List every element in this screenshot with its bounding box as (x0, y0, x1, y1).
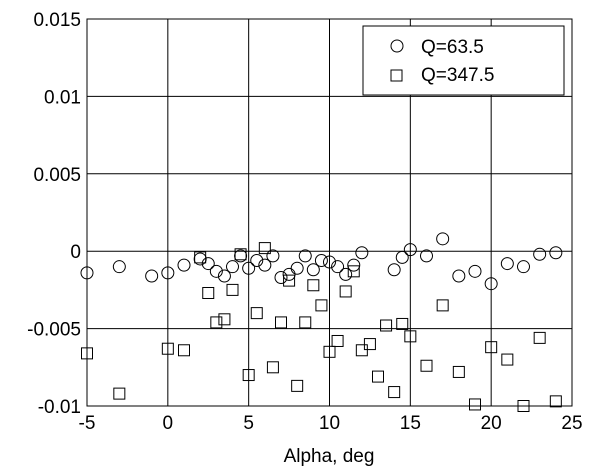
y-tick-label: -0.01 (38, 397, 81, 418)
y-tick-label: 0 (70, 242, 81, 263)
data-point-square (363, 338, 376, 351)
data-point-square (113, 387, 126, 400)
plot-frame (86, 18, 573, 407)
data-point-square (202, 286, 215, 299)
data-point-circle (436, 232, 450, 246)
y-tick-label: 0.01 (44, 87, 81, 108)
data-point-square (469, 398, 481, 411)
data-point-circle (549, 246, 563, 260)
data-point-square (194, 251, 207, 264)
data-point-square (339, 285, 352, 298)
legend-label-series-1: Q=63.5 (421, 37, 484, 58)
data-point-square (380, 319, 393, 332)
data-point-square (210, 316, 223, 329)
data-point-circle (258, 258, 272, 272)
data-point-circle (282, 267, 296, 281)
data-point-circle (500, 257, 514, 271)
data-point-square (372, 370, 384, 383)
data-point-square (549, 395, 562, 408)
data-point-square (501, 353, 514, 366)
data-point-square (242, 369, 255, 382)
legend-box (362, 25, 565, 96)
data-point-circle (298, 249, 312, 263)
data-point-square (331, 334, 344, 347)
data-point-circle (420, 249, 433, 263)
data-point-circle (403, 243, 417, 257)
x-tick-label: 15 (400, 413, 421, 434)
data-point-circle (468, 264, 482, 278)
data-point-square (266, 361, 279, 374)
data-point-circle (161, 266, 175, 280)
data-point-circle (339, 267, 353, 281)
data-point-square (234, 248, 247, 261)
data-point-square (250, 307, 263, 320)
x-tick-label: 0 (163, 413, 174, 434)
data-point-square (226, 283, 239, 296)
data-point-circle (201, 257, 215, 271)
data-point-circle (145, 269, 159, 283)
data-point-circle (355, 246, 369, 260)
data-point-square (404, 330, 417, 343)
data-point-square (299, 316, 312, 329)
legend-circle-marker (390, 39, 404, 53)
data-point-circle (177, 258, 191, 272)
data-point-circle (266, 249, 280, 263)
data-point-square (291, 379, 304, 392)
data-point-circle (452, 269, 466, 283)
data-point-circle (323, 255, 336, 269)
y-tick-label: -0.005 (27, 320, 81, 341)
data-point-square (323, 345, 336, 358)
data-point-circle (306, 263, 320, 277)
x-tick-label: 10 (319, 413, 340, 434)
data-point-square (178, 344, 190, 357)
data-point-circle (112, 260, 126, 274)
data-point-circle (209, 264, 223, 278)
data-point-square (533, 331, 546, 344)
data-point-circle (331, 260, 345, 274)
x-tick-label: 20 (481, 413, 502, 434)
data-point-circle (226, 260, 239, 274)
data-point-square (258, 242, 271, 255)
data-point-circle (533, 247, 547, 261)
x-axis-label: Alpha, deg (284, 446, 375, 467)
data-point-circle (217, 269, 231, 283)
data-point-square (275, 316, 287, 329)
legend: Q=63.5 Q=347.5 (362, 25, 565, 96)
data-point-square (485, 341, 498, 354)
data-point-square (452, 365, 465, 378)
data-point-square (218, 313, 231, 326)
tick-labels: -5 0 5 10 15 20 25 -0.01 -0.005 0 0.005 0.01 0.015 (27, 10, 582, 434)
data-point-square (161, 342, 174, 355)
data-point-circle (484, 277, 498, 291)
data-point-circle (387, 263, 401, 277)
x-tick-label: 25 (561, 413, 582, 434)
x-tick-label: -5 (79, 413, 96, 434)
data-marks (80, 232, 563, 412)
legend-label-series-2: Q=347.5 (421, 65, 494, 86)
y-tick-label: 0.005 (33, 165, 81, 186)
data-point-circle (290, 261, 304, 275)
data-point-square (307, 279, 320, 292)
data-point-circle (314, 253, 328, 267)
y-tick-label: 0.015 (33, 10, 81, 31)
legend-square-marker (390, 69, 403, 82)
data-point-square (283, 274, 296, 287)
data-point-circle (517, 260, 530, 274)
data-point-square (420, 359, 433, 372)
data-point-square (315, 299, 328, 312)
data-point-circle (242, 261, 256, 275)
data-point-square (436, 299, 449, 312)
data-point-circle (395, 250, 409, 264)
data-point-square (355, 344, 368, 357)
x-tick-label: 5 (243, 413, 254, 434)
data-point-square (347, 265, 360, 278)
data-point-square (388, 386, 401, 399)
data-point-circle (250, 253, 264, 267)
data-point-circle (347, 258, 361, 272)
data-point-circle (274, 271, 288, 285)
data-point-square (396, 317, 409, 330)
